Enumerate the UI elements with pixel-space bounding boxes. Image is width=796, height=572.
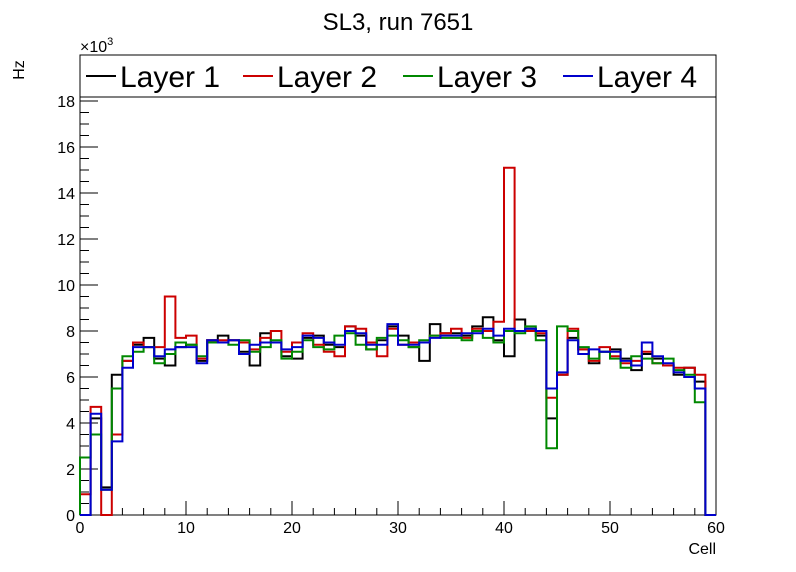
legend-label-layer-4: Layer 4 [597,61,697,94]
y-tick-label: 4 [66,416,75,433]
x-axis-title: Cell [688,541,716,558]
x-tick-label: 50 [601,520,619,537]
x-tick-label: 0 [76,520,85,537]
legend-label-layer-3: Layer 3 [437,61,537,94]
y-tick-label: 0 [66,508,75,525]
y-tick-label: 2 [66,462,75,479]
y-tick-label: 12 [57,232,75,249]
y-tick-label: 6 [66,370,75,387]
legend-label-layer-1: Layer 1 [120,61,220,94]
legend-entries: Layer 1 Layer 2 Layer 3 Layer 4 [86,61,697,94]
axis-ticks [79,54,717,516]
y-tick-label: 18 [57,94,75,111]
y-axis-title: Hz [11,60,28,80]
y-tick-label: 10 [57,278,75,295]
plot-frame [79,54,717,516]
legend: Layer 1 Layer 2 Layer 3 Layer 4 [79,54,717,98]
x-tick-label: 20 [283,520,301,537]
legend-label-layer-2: Layer 2 [277,61,377,94]
x-tick-label: 40 [495,520,513,537]
series-group [79,166,716,516]
x-tick-label: 30 [389,520,407,537]
x-tick-label: 60 [707,520,725,537]
x-tick-label: 10 [177,520,195,537]
y-tick-label: 8 [66,324,75,341]
y-tick-label: 16 [57,140,75,157]
legend-box [79,54,717,98]
series-line-layer-4 [80,323,716,516]
axis-tick-labels: 0 10 20 30 40 50 60 0 2 4 6 8 10 12 14 16 18 [57,94,725,537]
y-tick-label: 14 [57,186,75,203]
y-exponent-label: ×103 [80,36,113,56]
chart-title: SL3, run 7651 [323,9,474,36]
